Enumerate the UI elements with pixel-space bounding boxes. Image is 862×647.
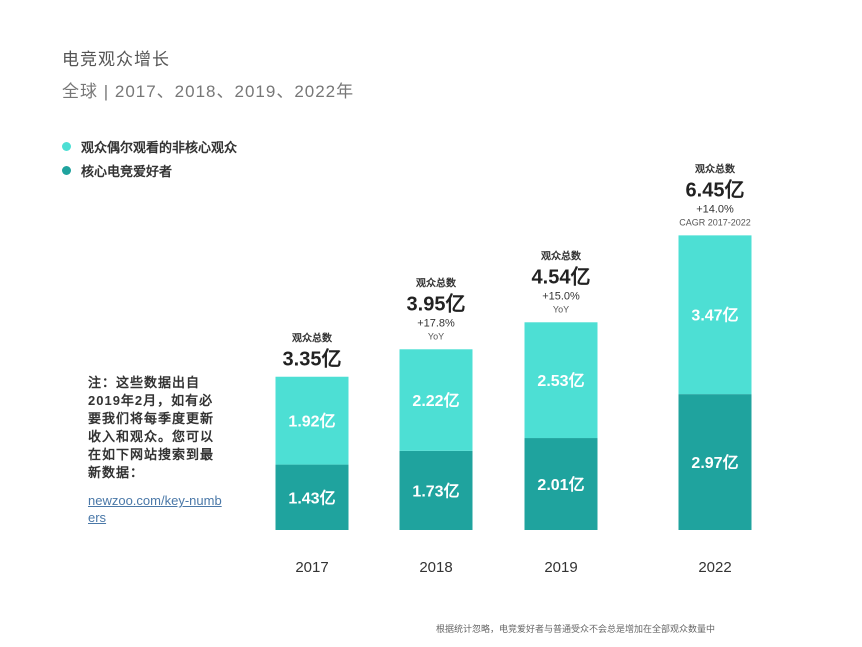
total-growth-note-2022: CAGR 2017-2022 [679,217,751,227]
data-label-noncore-2018: 2.22亿 [412,391,459,410]
data-label-core-2019: 2.01亿 [537,475,584,494]
total-label-2019: 4.54亿 [532,264,591,288]
legend-swatch-core [62,165,71,175]
bar-core-2022 [678,394,752,530]
bar-core-2019 [524,438,598,530]
x-tick-label-2019: 2019 [544,559,577,576]
data-label-noncore-2019: 2.53亿 [537,371,584,390]
x-tick-label-2018: 2018 [419,559,452,576]
legend: 观众偶尔观看的非核心观众 核心电竞爱好者 [62,135,237,183]
total-growth-2018: +17.8% [417,317,455,329]
bar-core-2018 [399,450,473,530]
chart-subtitle: 全球 | 2017、2018、2019、2022年 [62,82,355,101]
note-link[interactable]: newzoo.com/key-numbers [88,493,222,525]
note-text: 注：这些数据出自2019年2月，如有必要我们将每季度更新收入和观众。您可以在如下… [88,375,215,480]
legend-item-noncore: 观众偶尔观看的非核心观众 [62,135,237,157]
total-caption-2017: 观众总数 [292,332,333,345]
legend-item-core: 核心电竞爱好者 [62,159,237,181]
data-label-noncore-2022: 3.47亿 [691,306,738,325]
bar-noncore-2017 [275,376,349,465]
data-label-core-2022: 2.97亿 [691,453,738,472]
total-label-2017: 3.35亿 [283,347,342,371]
chart-title: 电竞观众增长 [62,50,170,69]
data-label-core-2017: 1.43亿 [288,488,335,507]
legend-label-core: 核心电竞爱好者 [81,163,173,179]
bar-noncore-2019 [524,322,598,439]
data-label-noncore-2017: 1.92亿 [288,412,335,431]
total-growth-note-2019: YoY [553,304,569,314]
data-label-core-2018: 1.73亿 [412,481,459,500]
total-growth-2022: +14.0% [696,203,734,215]
total-growth-2019: +15.0% [542,290,580,302]
total-caption-2018: 观众总数 [416,276,457,289]
x-tick-label-2017: 2017 [295,559,328,576]
bar-core-2017 [275,464,349,530]
x-tick-label-2022: 2022 [698,559,731,576]
bar-noncore-2022 [678,235,752,395]
legend-label-noncore: 观众偶尔观看的非核心观众 [81,139,238,155]
total-label-2022: 6.45亿 [686,177,745,201]
footnote: 根据统计忽略，电竞爱好者与普通受众不会总是增加在全部观众数量中 [436,624,716,634]
total-caption-2019: 观众总数 [541,249,582,262]
total-caption-2022: 观众总数 [695,162,736,175]
total-label-2018: 3.95亿 [407,291,466,315]
total-growth-note-2018: YoY [428,331,444,341]
bar-noncore-2018 [399,349,473,451]
legend-swatch-noncore [62,141,71,151]
